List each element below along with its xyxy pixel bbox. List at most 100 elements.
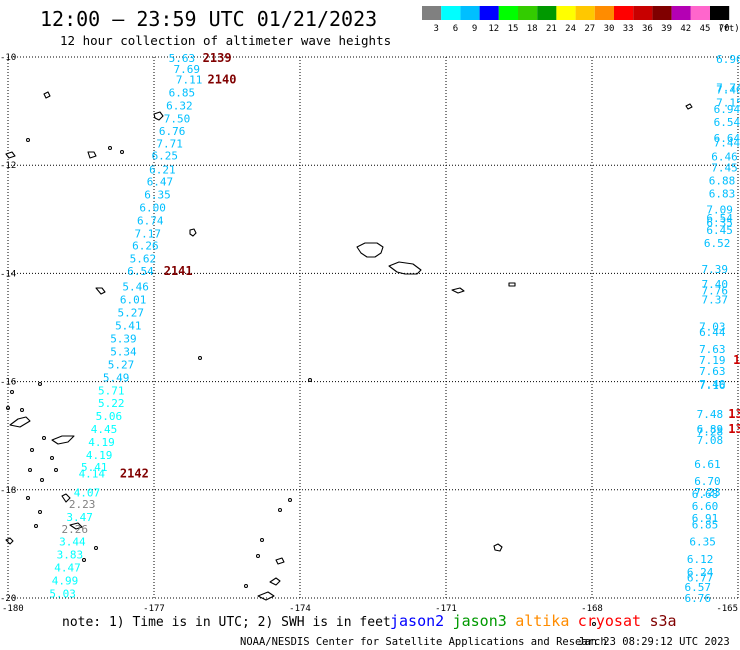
islet-dot	[94, 546, 98, 550]
swh-value-label: 7.48	[697, 408, 724, 421]
scale-swatch	[498, 6, 518, 20]
swh-value-label: 7.74	[716, 81, 740, 94]
swh-value-label: 5.22	[98, 397, 125, 410]
swh-value-label: 6.88	[709, 174, 736, 187]
swh-value-label: 6.54	[706, 212, 733, 225]
islet-dot	[288, 498, 292, 502]
pass-number-label: 132	[728, 407, 740, 421]
swh-value-label: 7.19	[699, 354, 726, 367]
swh-value-label: 4.14	[79, 468, 106, 481]
island-tuvalu	[5, 151, 16, 159]
swh-value-label: 6.61	[694, 458, 721, 471]
scale-swatch	[518, 6, 538, 20]
lat-tick-label: -18	[0, 486, 16, 496]
swh-value-label: 7.28	[697, 425, 724, 438]
swh-value-label: 6.57	[684, 581, 711, 594]
swh-value-label: 5.41	[81, 461, 108, 474]
islet-dot	[260, 538, 264, 542]
swh-value-label: 5.27	[108, 358, 134, 371]
island-small-1	[508, 282, 516, 287]
scale-swatch	[594, 6, 614, 20]
islet-dot	[10, 390, 14, 394]
swh-value-label: 7.46	[716, 83, 740, 96]
swh-value-label: 7.45	[711, 161, 738, 174]
swh-value-label: 6.26	[132, 239, 159, 252]
swh-value-label: 6.01	[120, 293, 147, 306]
islet-dot	[278, 508, 282, 512]
islet-dot	[20, 408, 24, 412]
swh-value-label: 7.63	[699, 343, 726, 356]
scale-tick-label: 24	[565, 24, 576, 34]
swh-value-label: 6.64	[714, 132, 740, 145]
islet-dot	[592, 622, 596, 626]
island-samoa-upolu	[356, 242, 384, 258]
islet-dot	[42, 436, 46, 440]
lat-tick-label: -14	[0, 269, 16, 279]
scale-tick-label: 70	[719, 24, 730, 34]
scale-swatch	[556, 6, 576, 20]
swh-observations: 5.637.697.116.856.327.506.767.716.256.21…	[49, 52, 740, 605]
lat-tick-label: -16	[0, 378, 16, 388]
swh-value-label: 7.23	[694, 486, 721, 499]
scale-tick-label: 6	[453, 24, 458, 34]
scale-tick-label: 36	[642, 24, 653, 34]
scale-tick-label: 15	[508, 24, 519, 34]
footer-timestamp: Jan 23 08:29:12 UTC 2023	[578, 636, 730, 648]
swh-value-label: 4.19	[86, 449, 113, 462]
satellite-legend-altika: altika	[515, 612, 569, 630]
islet-dot	[54, 468, 58, 472]
island-rotuma	[87, 151, 97, 159]
island-niuafoou	[153, 111, 164, 121]
scale-tick-label: 9	[472, 24, 477, 34]
swh-value-label: 4.45	[91, 423, 118, 436]
scale-swatch	[537, 6, 557, 20]
swh-value-label: 6.54	[714, 116, 740, 129]
scale-tick-label: 33	[623, 24, 634, 34]
map-subtitle: 12 hour collection of altimeter wave hei…	[60, 33, 391, 48]
swh-value-label: 6.00	[139, 201, 166, 214]
island-lau-1	[61, 493, 71, 503]
swh-value-label: 7.76	[702, 285, 729, 298]
lon-tick-label: -180	[2, 604, 24, 614]
swh-value-label: 6.21	[149, 164, 176, 177]
satellite-legend-cryosat: cryosat	[578, 612, 641, 630]
island-tonga-tongatapu	[257, 591, 275, 601]
swh-value-label: 7.69	[173, 63, 200, 76]
swh-value-label: 5.62	[130, 252, 157, 265]
scale-swatch	[633, 6, 653, 20]
pass-number-label: 132	[728, 422, 740, 436]
satellite-legend-jason2: jason2	[390, 612, 444, 630]
scale-tick-label: 42	[680, 24, 691, 34]
pass-number-label: 2142	[120, 467, 149, 481]
swh-value-label: 4.99	[52, 575, 79, 588]
swh-value-label: 6.85	[169, 87, 196, 100]
swh-value-label: 3.83	[57, 549, 84, 562]
lon-tick-label: -165	[716, 604, 738, 614]
swh-value-label: 6.89	[697, 423, 724, 436]
swh-value-label: 4.07	[74, 487, 101, 500]
swh-value-label: 7.16	[699, 379, 726, 392]
swh-value-label: 6.76	[684, 592, 711, 605]
island-niue	[493, 543, 503, 552]
scale-swatch	[479, 6, 499, 20]
islet-dot	[38, 382, 42, 386]
swh-value-label: 6.35	[689, 536, 716, 549]
lon-tick-label: -177	[143, 604, 165, 614]
island-fiji-west	[5, 537, 14, 545]
swh-value-label: 5.27	[118, 306, 145, 319]
scale-unit-label: (ft)	[718, 24, 740, 34]
lon-tick-label: -171	[435, 604, 457, 614]
island-wallis	[189, 228, 197, 237]
scale-tick-label: 3	[433, 24, 438, 34]
swh-value-label: 6.70	[694, 475, 721, 488]
islet-dot	[26, 138, 30, 142]
scale-swatch	[441, 6, 461, 20]
islet-dot	[40, 478, 44, 482]
swh-value-label: 7.17	[135, 227, 162, 240]
swh-value-label: 7.40	[702, 278, 729, 291]
scale-swatch	[575, 6, 595, 20]
pass-number-label: 2141	[164, 264, 193, 278]
swh-value-label: 5.46	[122, 280, 149, 293]
swh-value-label: 7.08	[697, 434, 724, 447]
